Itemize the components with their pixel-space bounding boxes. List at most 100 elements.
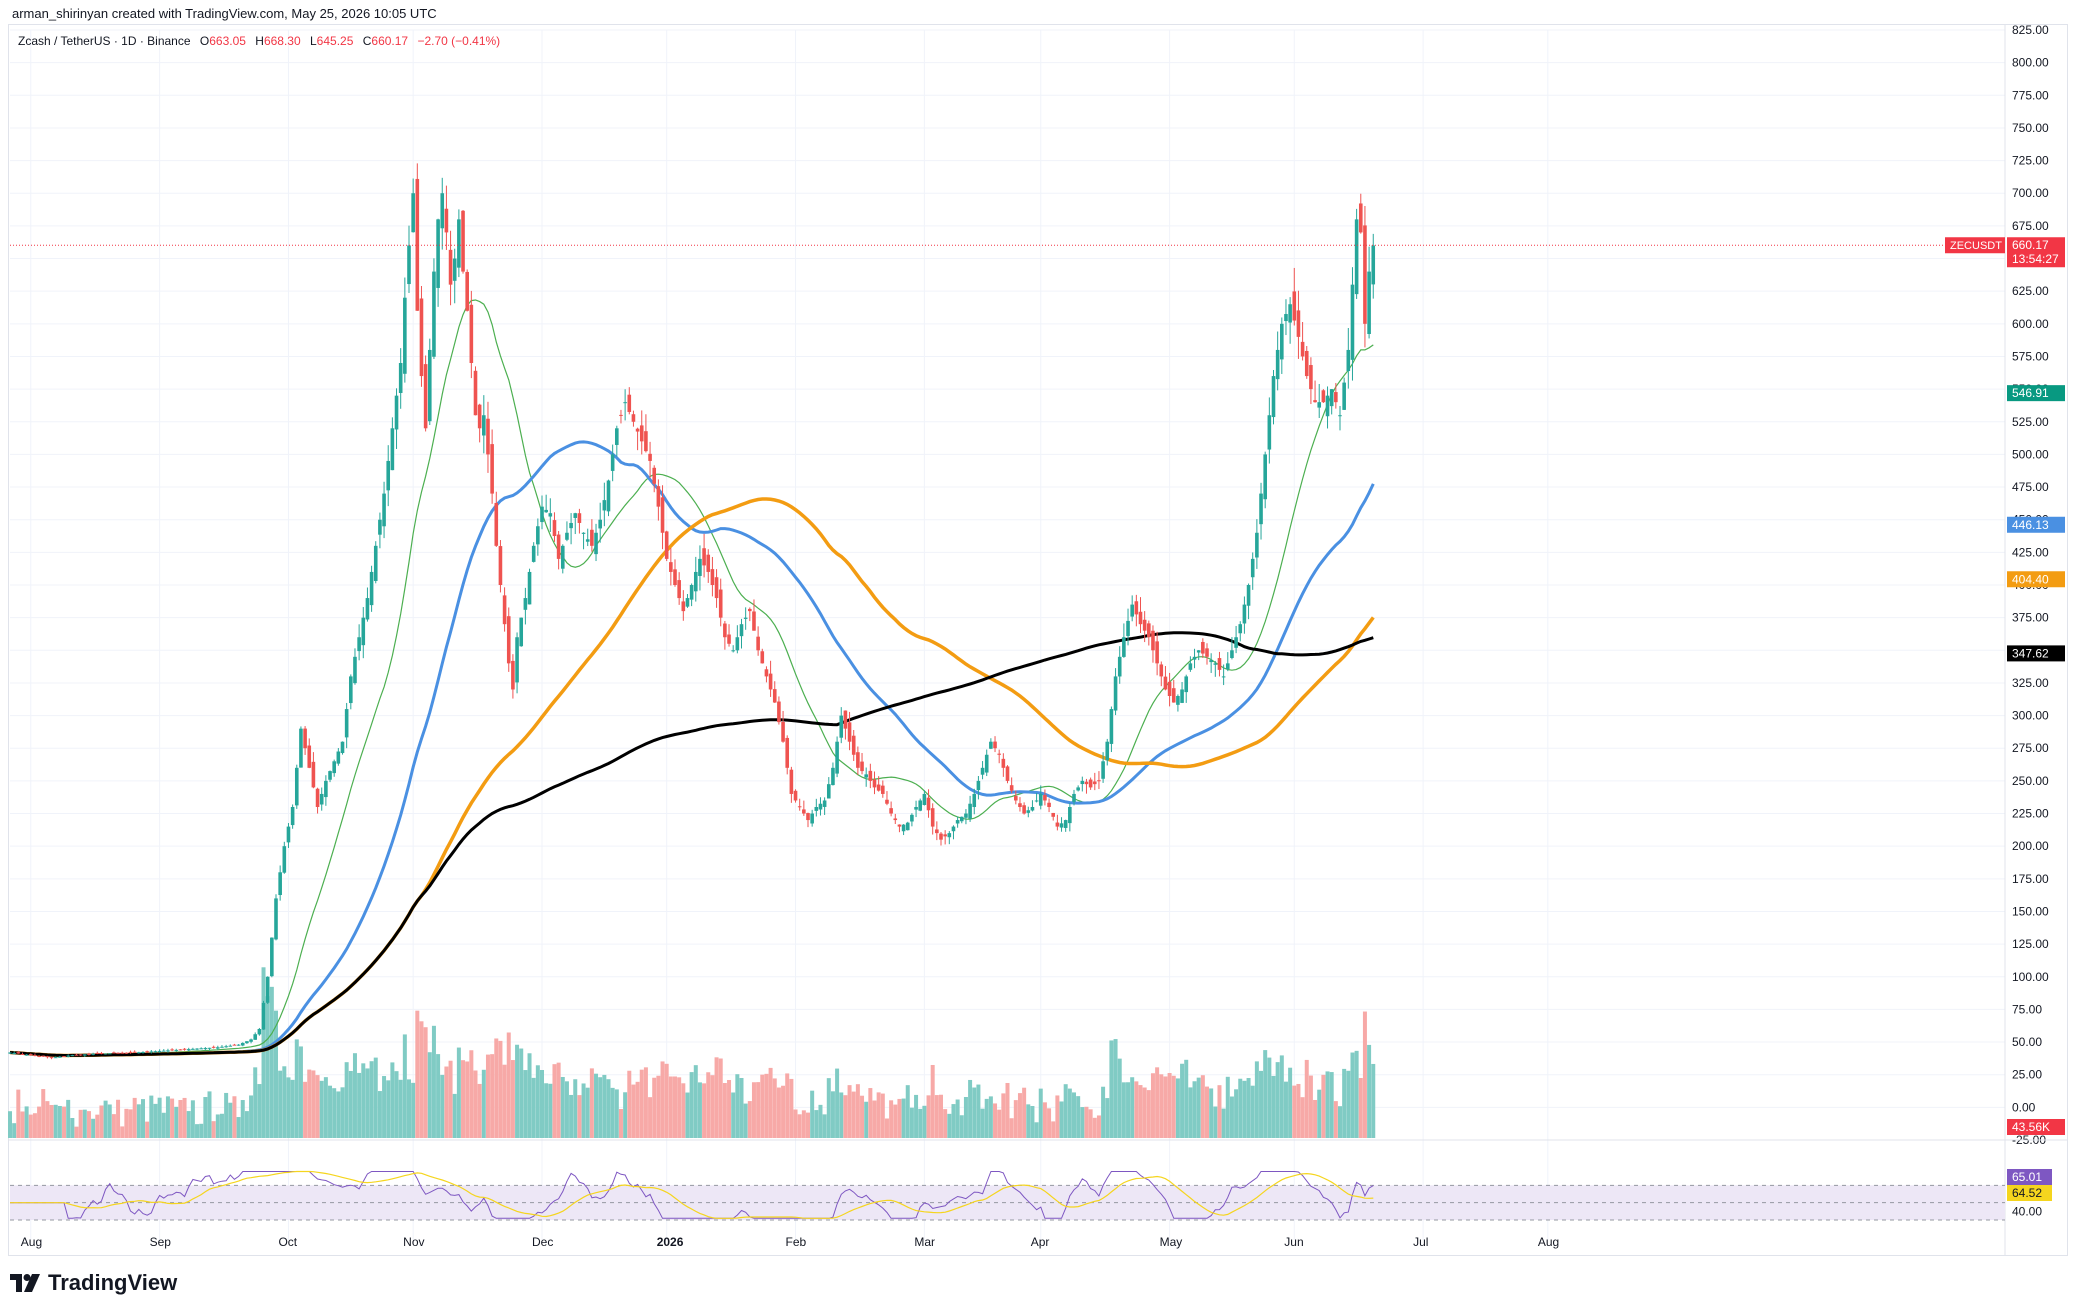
candle-body xyxy=(457,219,461,268)
volume-bar xyxy=(569,1094,574,1138)
candle-body xyxy=(1201,641,1205,654)
volume-bar xyxy=(785,1073,790,1138)
volume-bar xyxy=(810,1090,815,1138)
volume-bar xyxy=(461,1060,466,1138)
volume-bar xyxy=(465,1061,470,1138)
candle-body xyxy=(768,673,773,690)
candle-body xyxy=(1138,611,1143,625)
candle-body xyxy=(590,529,594,546)
volume-bar xyxy=(868,1088,873,1138)
volume-bar xyxy=(427,1052,432,1138)
symbol-legend[interactable]: Zcash / TetherUS · 1D · Binance O663.05 … xyxy=(18,34,500,48)
candle-body xyxy=(1030,807,1035,811)
volume-bar xyxy=(947,1113,952,1138)
volume-bar xyxy=(606,1079,611,1138)
candle-body xyxy=(1209,660,1213,663)
candle-body xyxy=(99,1053,104,1055)
symbol-tag: ZECUSDT xyxy=(1950,240,2002,252)
candle-body xyxy=(482,415,486,436)
price-tick-label: 475.00 xyxy=(2012,480,2049,494)
candle-body xyxy=(378,519,382,535)
candle-body xyxy=(515,637,519,683)
candle-body xyxy=(344,709,349,738)
candle-body xyxy=(66,1055,70,1057)
candle-body xyxy=(540,506,544,523)
volume-bar xyxy=(440,1074,445,1138)
candle-body xyxy=(336,751,341,764)
candle-body xyxy=(228,1045,233,1047)
volume-bar xyxy=(1354,1050,1359,1138)
candle-body xyxy=(856,752,860,768)
volume-bar xyxy=(697,1082,702,1138)
volume-bar xyxy=(1167,1073,1172,1138)
price-tick-label: 25.00 xyxy=(2012,1068,2042,1082)
volume-bar xyxy=(1192,1081,1197,1138)
candle-body xyxy=(166,1050,170,1052)
volume-bar xyxy=(128,1109,133,1138)
volume-bar xyxy=(1213,1106,1218,1138)
volume-bar xyxy=(801,1110,806,1138)
candle-body xyxy=(964,813,968,818)
candle-body xyxy=(186,1049,191,1051)
volume-bar xyxy=(984,1098,989,1138)
candle-body xyxy=(997,753,1001,755)
candle-body xyxy=(860,761,864,772)
volume-bar xyxy=(211,1121,216,1138)
candle-body xyxy=(332,761,336,774)
volume-bar xyxy=(1304,1059,1309,1138)
price-tick-label: 225.00 xyxy=(2012,807,2049,821)
open-value: 663.05 xyxy=(209,34,246,48)
candle-body xyxy=(760,651,765,664)
candle-body xyxy=(943,834,947,837)
candle-body xyxy=(1292,291,1297,321)
candle-body xyxy=(1205,648,1209,657)
volume-bar xyxy=(855,1084,860,1138)
candle-body xyxy=(602,500,607,511)
volume-bar xyxy=(477,1083,482,1138)
volume-bar xyxy=(830,1091,835,1138)
candle-body xyxy=(1188,663,1193,670)
price-tick-label: 775.00 xyxy=(2012,88,2049,102)
volume-bar xyxy=(540,1070,544,1138)
volume-bar xyxy=(1134,1081,1139,1138)
volume-bar xyxy=(132,1097,137,1138)
candle-body xyxy=(432,271,436,357)
candle-body xyxy=(993,741,997,749)
volume-bar xyxy=(1047,1108,1052,1138)
volume-bar xyxy=(282,1066,287,1138)
candle-body xyxy=(469,304,474,363)
volume-bar xyxy=(32,1113,37,1138)
candle-body xyxy=(1221,676,1226,678)
volume-bar xyxy=(743,1103,748,1138)
candle-body xyxy=(486,418,490,455)
candle-body xyxy=(635,428,640,432)
volume-bar xyxy=(182,1097,187,1138)
volume-bar xyxy=(419,1021,424,1138)
volume-bar xyxy=(693,1065,698,1138)
tradingview-branding[interactable]: TradingView xyxy=(10,1270,177,1296)
volume-bar xyxy=(1308,1075,1313,1138)
high-label: H xyxy=(255,34,264,48)
candle-body xyxy=(897,824,902,827)
volume-bar xyxy=(53,1104,58,1138)
volume-bar xyxy=(24,1106,29,1138)
candle-body xyxy=(361,617,366,646)
candle-body xyxy=(577,513,582,523)
candle-body xyxy=(465,271,469,311)
price-tick-label: 200.00 xyxy=(2012,839,2049,853)
price-marker-value: 446.13 xyxy=(2012,518,2049,532)
candle-body xyxy=(232,1044,237,1046)
volume-bar xyxy=(186,1111,191,1138)
candle-body xyxy=(623,402,627,404)
volume-bar xyxy=(473,1070,478,1138)
candle-body xyxy=(930,808,935,827)
candle-body xyxy=(452,258,457,281)
volume-bar xyxy=(340,1087,345,1138)
time-tick-label: Aug xyxy=(21,1235,42,1249)
candle-body xyxy=(1271,376,1276,418)
volume-bar xyxy=(436,1054,441,1138)
volume-bar xyxy=(336,1091,341,1138)
volume-bar xyxy=(1146,1090,1151,1138)
candle-body xyxy=(1242,604,1247,624)
